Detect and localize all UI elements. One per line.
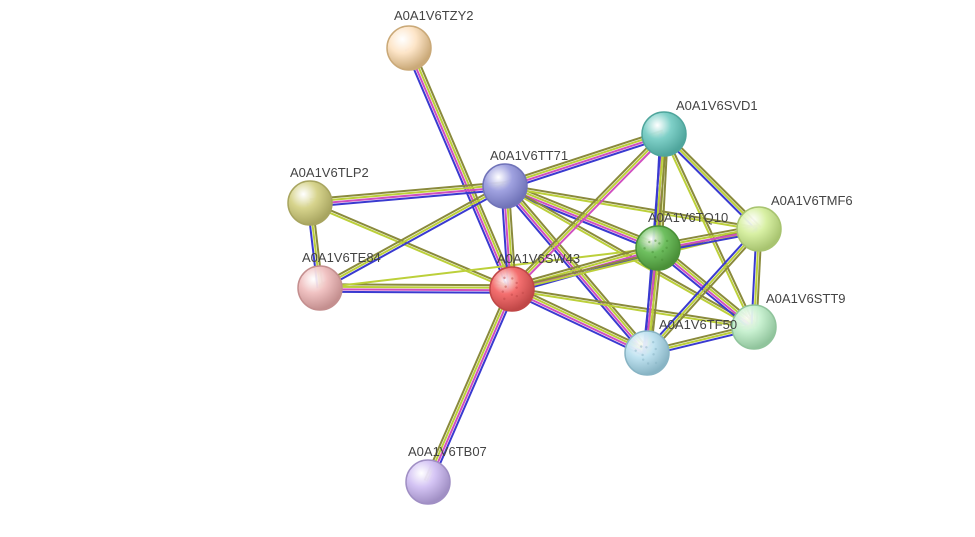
node-label: A0A1V6SVD1 [676,98,758,113]
node-label: A0A1V6TLP2 [290,165,369,180]
node-label: A0A1V6TB07 [408,444,487,459]
node-A0A1V6SVD1[interactable] [642,112,686,156]
node-A0A1V6STT9[interactable] [732,305,776,349]
node-label: A0A1V6TE84 [302,250,381,265]
node-label: A0A1V6SW43 [497,251,580,266]
node-A0A1V6TQ10[interactable] [636,226,680,270]
node-A0A1V6TMF6[interactable] [737,207,781,251]
edge [320,287,512,288]
node-A0A1V6TT71[interactable] [483,164,527,208]
node-label: A0A1V6STT9 [766,291,846,306]
node-A0A1V6TE84[interactable] [298,266,342,310]
node-A0A1V6SW43[interactable] [490,267,534,311]
node-label: A0A1V6TT71 [490,148,568,163]
node-A0A1V6TZY2[interactable] [387,26,431,70]
node-A0A1V6TF50[interactable] [625,331,669,375]
edge [320,292,512,293]
node-label: A0A1V6TQ10 [648,210,728,225]
node-A0A1V6TB07[interactable] [406,460,450,504]
node-label: A0A1V6TZY2 [394,8,474,23]
network-graph[interactable]: A0A1V6TZY2 A0A1V6SVD1 A0A1V6TT71 A0A1V6TLP2… [0,0,975,537]
edge [506,138,665,190]
edge [320,289,512,290]
node-label: A0A1V6TMF6 [771,193,853,208]
node-A0A1V6TLP2[interactable] [288,181,332,225]
node-label: A0A1V6TF50 [659,317,737,332]
